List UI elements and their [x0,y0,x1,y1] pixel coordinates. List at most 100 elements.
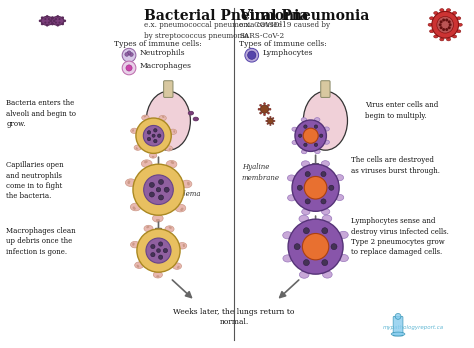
Ellipse shape [338,231,348,238]
Circle shape [151,253,155,257]
Ellipse shape [429,30,434,33]
Circle shape [149,192,155,197]
Circle shape [305,199,310,204]
Circle shape [445,28,448,31]
Circle shape [144,161,146,164]
Circle shape [158,179,164,184]
Ellipse shape [336,195,344,200]
Circle shape [292,164,339,211]
Text: e.x. COVID-19 caused by
SARS-CoV-2: e.x. COVID-19 caused by SARS-CoV-2 [239,21,330,40]
Circle shape [132,129,134,131]
Circle shape [172,161,174,164]
Ellipse shape [315,150,320,154]
Ellipse shape [173,263,182,269]
Circle shape [152,134,155,137]
Circle shape [180,208,183,211]
Circle shape [169,226,171,228]
Circle shape [137,229,180,272]
Circle shape [44,18,46,20]
Ellipse shape [166,160,177,168]
Ellipse shape [130,203,141,211]
Ellipse shape [144,225,153,232]
Circle shape [319,134,323,137]
Circle shape [449,23,452,26]
Ellipse shape [335,175,344,181]
Ellipse shape [141,160,152,167]
Circle shape [133,164,184,215]
Ellipse shape [292,127,297,131]
Circle shape [266,120,267,122]
Circle shape [56,15,59,18]
Circle shape [51,16,54,19]
Circle shape [273,118,274,119]
Circle shape [145,116,146,117]
Circle shape [314,143,318,147]
Text: Neutrophils: Neutrophils [140,49,185,57]
Circle shape [152,156,154,158]
Circle shape [269,108,271,110]
Circle shape [245,48,259,62]
Circle shape [273,120,275,122]
Ellipse shape [292,140,298,144]
Ellipse shape [178,243,187,249]
Ellipse shape [429,17,434,20]
Text: mypathologyreport.ca: mypathologyreport.ca [383,325,444,330]
Ellipse shape [149,153,157,158]
Text: Virus enter cells and
begin to multiply.: Virus enter cells and begin to multiply. [365,101,438,120]
Circle shape [154,139,157,143]
Circle shape [58,18,61,20]
Text: Edema: Edema [176,190,201,198]
Circle shape [156,275,158,277]
Circle shape [144,116,146,118]
Ellipse shape [321,208,330,215]
Circle shape [270,124,271,126]
Ellipse shape [440,38,444,41]
Circle shape [129,53,133,56]
Circle shape [164,187,169,192]
Circle shape [260,104,262,106]
FancyBboxPatch shape [164,81,173,97]
Ellipse shape [287,175,296,181]
Circle shape [125,53,128,56]
Text: Hyaline
membrane: Hyaline membrane [242,163,280,182]
Circle shape [314,125,318,128]
Circle shape [302,234,329,260]
Circle shape [267,118,268,119]
Circle shape [48,18,50,20]
Circle shape [260,112,262,114]
Circle shape [147,137,151,141]
Ellipse shape [301,161,310,167]
Circle shape [58,22,61,24]
Circle shape [169,148,171,150]
Circle shape [46,15,48,18]
Circle shape [304,176,327,199]
Ellipse shape [322,215,332,222]
Ellipse shape [165,226,174,232]
Circle shape [147,130,151,134]
Circle shape [331,244,337,250]
Circle shape [156,219,158,222]
Circle shape [258,108,260,110]
Circle shape [157,219,160,222]
Ellipse shape [322,271,332,278]
Text: Macrophages clean
up debris once the
infection is gone.: Macrophages clean up debris once the inf… [6,227,76,256]
Circle shape [267,112,269,114]
Circle shape [122,48,136,62]
Circle shape [270,116,271,118]
Circle shape [44,22,46,24]
Ellipse shape [324,127,329,131]
Circle shape [126,65,132,71]
Circle shape [132,243,135,245]
Circle shape [146,226,148,228]
Text: Lymphocytes: Lymphocytes [263,49,313,57]
Circle shape [321,199,326,204]
Circle shape [170,227,172,229]
Ellipse shape [165,146,173,151]
Text: Types of immune cells:: Types of immune cells: [114,40,202,48]
Circle shape [322,228,328,234]
Text: Bacterial Pneumonia: Bacterial Pneumonia [144,9,308,23]
Circle shape [156,248,160,253]
Circle shape [128,180,130,183]
Text: The cells are destroyed
as viruses burst through.: The cells are destroyed as viruses burst… [351,156,440,175]
Circle shape [329,185,334,190]
